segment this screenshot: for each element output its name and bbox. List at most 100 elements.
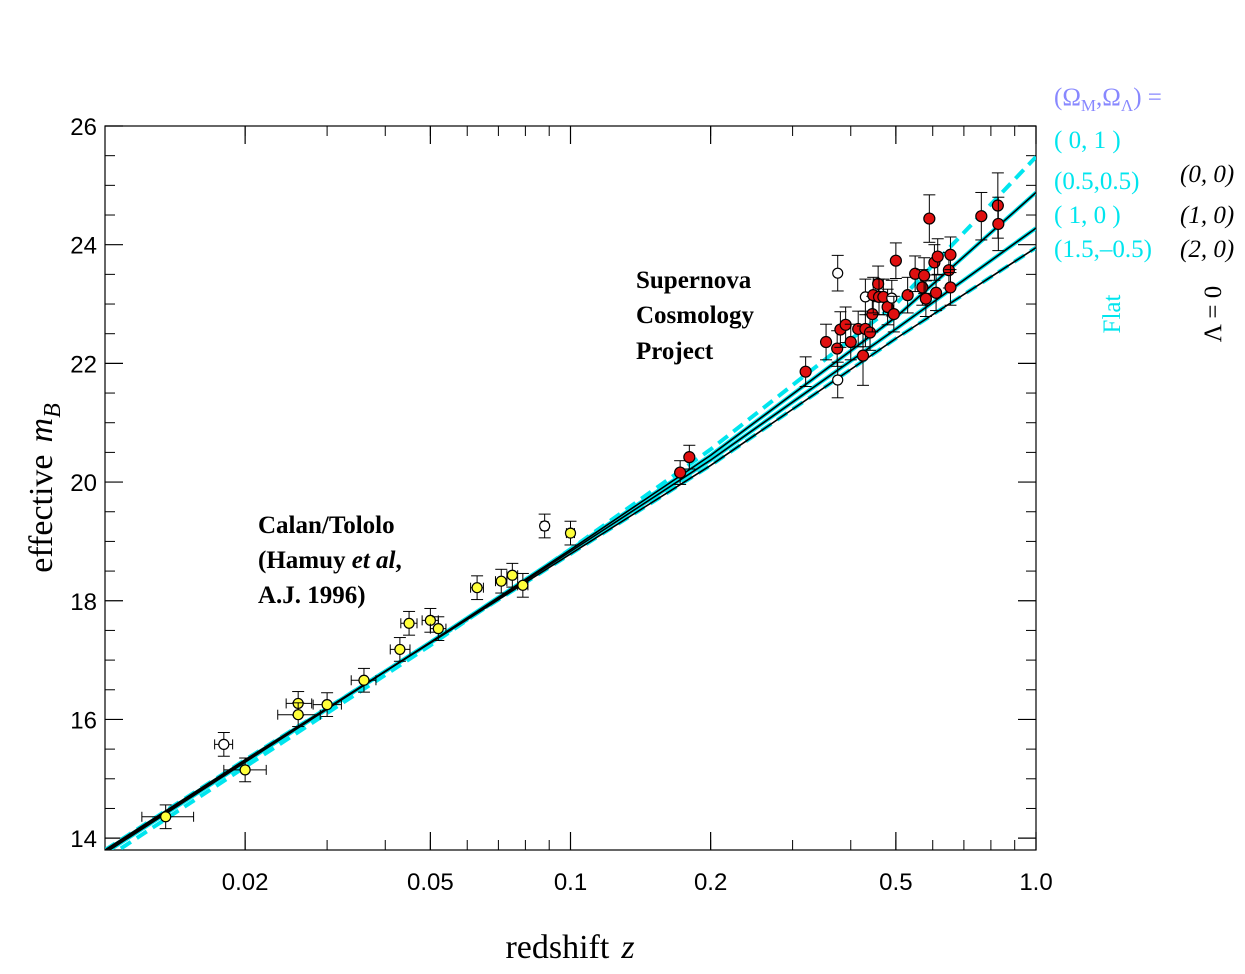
data-points [141,172,1005,830]
axis-ticks [104,125,1037,850]
data-point-marker [889,254,902,267]
y-tick-label: 26 [70,114,97,141]
legend-flat-entry-15-neg05: (1.5,–0.5) [1054,236,1152,263]
data-point [844,323,857,361]
x-tick-label: 0.1 [554,869,587,896]
data-point [831,361,844,399]
data-point [799,356,812,388]
data-point [944,236,957,274]
data-point-marker [358,674,370,686]
data-point [400,610,418,636]
data-point-marker [975,210,988,223]
data-point [141,804,195,830]
data-point-marker [471,582,483,594]
data-point [516,572,529,598]
x-axis-variable: z [620,929,634,966]
data-point-marker [517,579,529,591]
x-tick-label: 0.5 [879,869,912,896]
data-point-marker [863,326,877,339]
data-point [470,575,484,601]
data-point-marker [931,250,944,263]
data-point-marker [886,292,898,304]
calan-annotation-line-3: A.J. 1996) [258,582,366,609]
legend-flat-entry-0-1: ( 0, 1 ) [1054,127,1121,154]
y-axis-label-text: effective [23,454,60,572]
data-point [564,520,577,546]
calan-annotation-line-2: (Hamuy et al, [258,547,402,574]
legend-flat-entry-1-0: ( 1, 0 ) [1054,202,1121,229]
data-point [901,276,914,314]
data-point [929,274,943,312]
data-point [872,265,885,303]
data-point-marker [944,248,957,261]
x-tick-label: 1.0 [1019,869,1052,896]
data-point [538,513,551,539]
legend-flat-label: Flat [1099,295,1126,334]
data-point-marker [218,738,230,750]
y-axis-label: effective mB [23,403,66,573]
x-tick-label: 0.05 [407,869,454,896]
data-point-marker [872,277,885,290]
legend-title: (ΩM,ΩΛ) = [1054,84,1162,115]
data-point [992,196,1005,252]
calan-annotation-line-2-c: , [396,547,402,574]
data-point [312,692,342,717]
data-point-marker [856,349,870,362]
data-point [881,288,894,326]
scp-annotation-line-1: Supernova [636,267,752,294]
data-point [918,257,931,294]
data-point-marker [887,308,900,321]
data-point-marker [919,292,932,305]
y-tick-label: 16 [70,707,97,734]
y-axis-subscript: B [40,403,66,418]
data-point-marker [844,335,857,349]
scp-annotation-line-2: Cosmology [636,302,755,329]
calan-annotation-line-2-b: et al [352,547,396,574]
data-point-marker [992,217,1005,231]
x-tick-label: 0.2 [694,869,727,896]
y-tick-label: 22 [70,351,97,378]
plot-frame [104,125,1037,851]
calan-annotation-line-2-a: (Hamuy [258,547,352,574]
legend-lambda0-entry-1-0: (1, 0) [1180,202,1234,229]
data-point-marker [239,764,251,776]
data-point-marker [923,212,936,225]
data-point-marker [942,264,956,277]
data-point [683,444,696,470]
scp-annotation-line-3: Project [636,338,714,365]
data-point-marker [831,342,844,355]
data-point [923,194,936,243]
data-point [866,295,879,333]
legend-lambda0-entry-0-0: (0, 0) [1180,161,1234,188]
data-point-marker [495,575,507,587]
data-point [831,254,844,292]
y-tick-label: 14 [70,826,97,853]
data-point-marker [321,699,333,711]
data-point [506,562,519,588]
tick-labels: 0.02 0.05 0.1 0.2 0.5 1.0 14 16 18 20 22 24 26 [70,114,1052,896]
legend-lambda0-entry-2-0: (2, 0) [1180,236,1234,263]
data-point [831,330,844,367]
data-point-marker [799,365,812,378]
data-point [975,191,988,241]
data-point-marker [918,269,931,282]
data-point [887,295,900,333]
data-point [350,667,377,693]
data-point-marker [506,569,518,581]
y-tick-label: 24 [70,233,97,260]
data-point-marker [832,374,844,386]
data-point-marker [929,286,943,299]
y-tick-label: 18 [70,589,97,616]
y-tick-label: 20 [70,470,97,497]
data-point-marker [683,451,696,464]
data-point-marker [866,308,879,321]
data-point-marker [832,267,844,279]
calan-tololo-annotation: Calan/Tololo [258,512,395,539]
data-point-marker [944,281,957,294]
data-point [223,757,267,783]
data-point [931,238,944,275]
x-tick-label: 0.02 [222,869,269,896]
data-point-marker [674,466,687,479]
